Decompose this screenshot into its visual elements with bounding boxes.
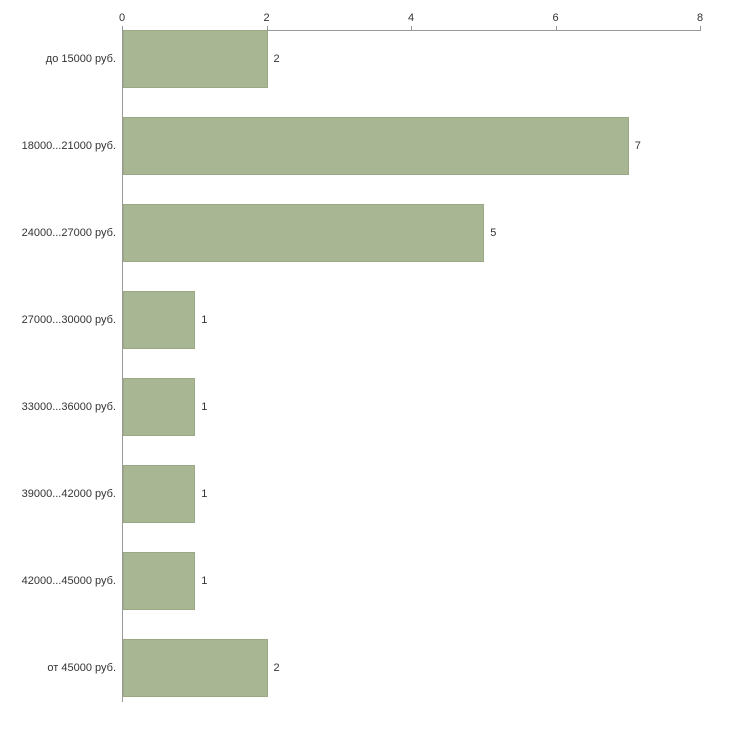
bar-value-label: 2 xyxy=(273,662,280,674)
bar-row: до 15000 руб. 2 xyxy=(0,30,730,88)
bar xyxy=(123,291,196,349)
bar xyxy=(123,378,196,436)
bar-category-label: 24000...27000 руб. xyxy=(21,227,116,239)
bar-row: 27000...30000 руб. 1 xyxy=(0,291,730,349)
bar-row: 24000...27000 руб. 5 xyxy=(0,204,730,262)
x-tick-label: 6 xyxy=(552,12,559,24)
bar-category-label: 18000...21000 руб. xyxy=(21,140,116,152)
x-tick-label: 8 xyxy=(696,12,704,24)
bar-row: 18000...21000 руб. 7 xyxy=(0,117,730,175)
bar-value-label: 1 xyxy=(201,401,208,413)
bar xyxy=(123,30,268,88)
x-tick-mark xyxy=(411,26,412,30)
y-axis-line xyxy=(122,30,123,702)
bar-category-label: 39000...42000 руб. xyxy=(21,488,116,500)
bar-value-label: 1 xyxy=(201,575,208,587)
bar xyxy=(123,639,268,697)
bar-value-label: 5 xyxy=(490,227,497,239)
bar-value-label: 1 xyxy=(201,314,208,326)
bar xyxy=(123,465,196,523)
bar-category-label: 42000...45000 руб. xyxy=(21,575,116,587)
bar-value-label: 1 xyxy=(201,488,208,500)
x-tick-label: 0 xyxy=(118,12,126,24)
bar-row: от 45000 руб. 2 xyxy=(0,639,730,697)
bar xyxy=(123,117,629,175)
bar-category-label: до 15000 руб. xyxy=(45,53,116,65)
bar xyxy=(123,204,485,262)
bar-category-label: 33000...36000 руб. xyxy=(21,401,116,413)
bar-category-label: от 45000 руб. xyxy=(47,662,116,674)
x-tick-mark xyxy=(122,26,123,30)
bar xyxy=(123,552,196,610)
x-tick-mark xyxy=(555,26,557,30)
bar-value-label: 2 xyxy=(273,53,280,65)
bar-row: 42000...45000 руб. 1 xyxy=(0,552,730,610)
bar-category-label: 27000...30000 руб. xyxy=(21,314,116,326)
bar-row: 39000...42000 руб. 1 xyxy=(0,465,730,523)
x-tick-mark xyxy=(700,26,701,30)
x-tick-label: 4 xyxy=(407,12,415,24)
x-axis-line xyxy=(122,30,701,31)
x-tick-mark xyxy=(266,26,268,30)
x-tick-label: 2 xyxy=(263,12,270,24)
bar-row: 33000...36000 руб. 1 xyxy=(0,378,730,436)
bar-value-label: 7 xyxy=(634,140,641,152)
